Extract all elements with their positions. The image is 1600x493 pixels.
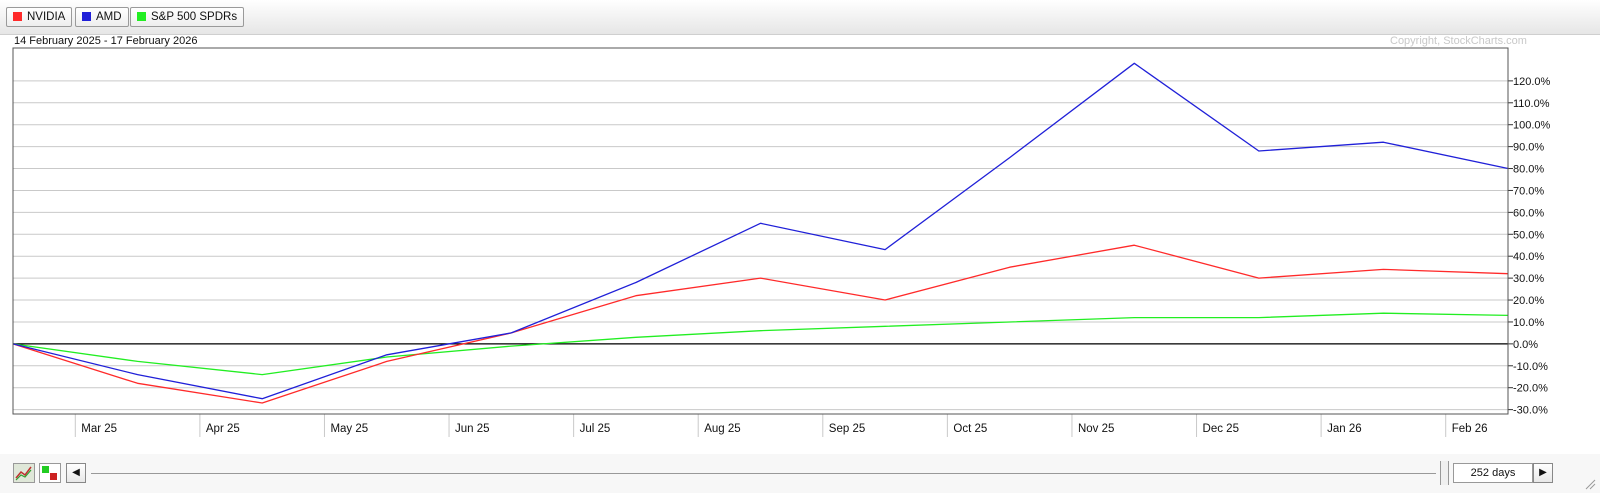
timeline-range-handle[interactable] (1440, 461, 1449, 485)
series-line-nvidia (12, 244, 1509, 404)
x-tick-label: Feb 26 (1452, 423, 1488, 435)
legend-amd-swatch (82, 12, 91, 21)
plot-lower-area (13, 343, 1508, 414)
x-tick-label: Apr 25 (206, 423, 240, 435)
y-tick-label: -10.0% (1513, 361, 1548, 373)
y-tick-label: 20.0% (1513, 295, 1544, 307)
y-tick-label: 120.0% (1513, 76, 1551, 88)
series-line-amd (12, 62, 1509, 400)
x-tick-label: Aug 25 (704, 423, 740, 435)
copyright-label: Copyright, StockCharts.com (1390, 35, 1527, 47)
legend-amd-button[interactable]: AMD (75, 7, 129, 27)
y-tick-label: 60.0% (1513, 207, 1544, 219)
legend-toolbar: NVIDIA AMD S&P 500 SPDRs (0, 0, 1600, 35)
timeline-scroll-track[interactable] (91, 473, 1436, 474)
y-tick-label: -20.0% (1513, 383, 1548, 395)
scroll-left-button[interactable]: ◀ (66, 463, 86, 483)
y-tick-label: -30.0% (1513, 405, 1548, 417)
legend-nvidia-button[interactable]: NVIDIA (6, 7, 73, 27)
x-tick-label: Nov 25 (1078, 423, 1114, 435)
y-tick-label: 80.0% (1513, 164, 1544, 176)
date-range-label: 14 February 2025 - 17 February 2026 (14, 35, 198, 47)
resize-grip-icon[interactable] (1584, 478, 1596, 490)
y-tick-label: 40.0% (1513, 251, 1544, 263)
legend-nvidia-label: NVIDIA (27, 11, 66, 23)
y-tick-label: 70.0% (1513, 185, 1544, 197)
plot-frame (12, 47, 1509, 415)
series-line-s-p-500-spdrs (12, 312, 1509, 376)
x-tick-label: Oct 25 (953, 423, 987, 435)
x-tick-label: Mar 25 (81, 423, 117, 435)
chart-type-icon[interactable] (13, 463, 35, 483)
x-tick-label: Jan 26 (1327, 423, 1362, 435)
y-tick-label: 10.0% (1513, 317, 1544, 329)
performance-chart: 120.0% 110.0% 100.0% 90.0% 80.0% 70.0% 60.0% 50… (12, 47, 1551, 437)
y-tick-label: 0.0% (1513, 339, 1538, 351)
plot-upper-area (13, 48, 1508, 344)
scroll-right-button[interactable]: ▶ (1533, 463, 1553, 483)
x-tick-label: Dec 25 (1203, 423, 1239, 435)
x-tick-label: Jun 25 (455, 423, 490, 435)
legend-sp500-label: S&P 500 SPDRs (151, 11, 238, 23)
x-tick-label: May 25 (330, 423, 368, 435)
y-tick-label: 90.0% (1513, 142, 1544, 154)
legend-sp500-swatch (137, 12, 146, 21)
legend-sp500-button[interactable]: S&P 500 SPDRs (130, 7, 245, 27)
x-tick-label: Sep 25 (829, 423, 865, 435)
y-tick-label: 30.0% (1513, 273, 1544, 285)
y-tick-label: 100.0% (1513, 120, 1551, 132)
x-tick-label: Jul 25 (580, 423, 611, 435)
y-tick-label: 50.0% (1513, 229, 1544, 241)
legend-amd-label: AMD (96, 11, 122, 23)
y-tick-label: 110.0% (1513, 98, 1550, 110)
days-selector[interactable]: 252 days (1453, 463, 1533, 483)
legend-nvidia-swatch (13, 12, 22, 21)
color-toggle-icon[interactable] (39, 463, 61, 483)
